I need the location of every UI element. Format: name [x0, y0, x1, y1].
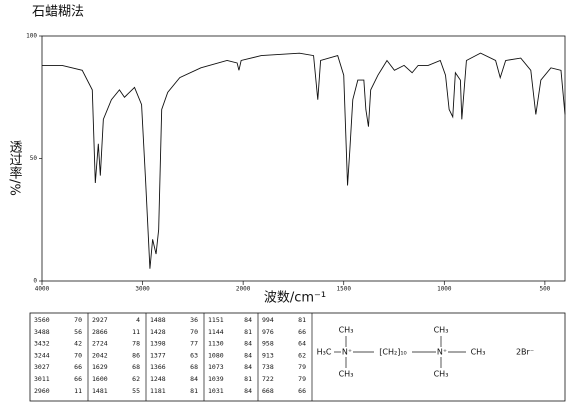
peak-wavenumber: 1377 — [150, 351, 166, 359]
plot-frame — [41, 35, 566, 282]
peak-transmittance: 68 — [132, 363, 140, 371]
structure-label: CH₃ — [434, 370, 449, 379]
peak-transmittance: 81 — [244, 375, 252, 383]
peak-wavenumber: 3011 — [34, 375, 50, 383]
structure-label: [CH₂]₁₀ — [379, 348, 406, 357]
peak-transmittance: 84 — [190, 375, 198, 383]
peak-transmittance: 64 — [298, 340, 306, 348]
peak-transmittance: 66 — [298, 387, 306, 395]
peak-wavenumber: 722 — [262, 375, 274, 383]
table-frame — [29, 312, 566, 402]
peak-transmittance: 36 — [190, 316, 198, 324]
structure-label: CH₃ — [434, 326, 449, 335]
peak-wavenumber: 1488 — [150, 316, 166, 324]
peak-wavenumber: 1073 — [208, 363, 224, 371]
peak-transmittance: 84 — [244, 316, 252, 324]
peak-wavenumber: 1144 — [208, 328, 224, 336]
peak-transmittance: 63 — [190, 351, 198, 359]
peak-transmittance: 79 — [298, 363, 306, 371]
peak-transmittance: 4 — [136, 316, 140, 324]
peak-transmittance: 68 — [190, 363, 198, 371]
peak-transmittance: 77 — [190, 340, 198, 348]
peak-wavenumber: 958 — [262, 340, 274, 348]
peak-transmittance: 66 — [74, 363, 82, 371]
peak-wavenumber: 2724 — [92, 340, 108, 348]
peak-transmittance: 84 — [244, 340, 252, 348]
peak-wavenumber: 1039 — [208, 375, 224, 383]
peak-wavenumber: 1248 — [150, 375, 166, 383]
structure-label: CH₃ — [339, 326, 354, 335]
peak-transmittance: 70 — [74, 316, 82, 324]
y-tick-label: 50 — [30, 155, 38, 162]
peak-transmittance: 84 — [244, 363, 252, 371]
x-tick-label: 1500 — [337, 286, 352, 293]
peak-wavenumber: 1151 — [208, 316, 224, 324]
peak-transmittance: 62 — [132, 375, 140, 383]
peak-wavenumber: 3027 — [34, 363, 50, 371]
peak-transmittance: 79 — [298, 375, 306, 383]
peak-wavenumber: 1481 — [92, 387, 108, 395]
peak-transmittance: 81 — [244, 328, 252, 336]
structure-label: N⁺ — [342, 348, 352, 357]
peak-transmittance: 66 — [298, 328, 306, 336]
peak-transmittance: 78 — [132, 340, 140, 348]
peak-transmittance: 70 — [190, 328, 198, 336]
structure-label: CH₃ — [339, 370, 354, 379]
structure-label: H₃C — [317, 348, 332, 357]
chart-title: 石蜡糊法 — [32, 4, 84, 20]
peak-transmittance: 84 — [244, 351, 252, 359]
peak-wavenumber: 1080 — [208, 351, 224, 359]
peak-wavenumber: 2960 — [34, 387, 50, 395]
peak-transmittance: 86 — [132, 351, 140, 359]
peak-wavenumber: 2927 — [92, 316, 108, 324]
y-tick-label: 100 — [26, 33, 37, 40]
x-tick-label: 3000 — [135, 286, 150, 293]
y-tick-label: 0 — [33, 278, 37, 285]
peak-transmittance: 81 — [190, 387, 198, 395]
peak-wavenumber: 1130 — [208, 340, 224, 348]
peak-transmittance: 70 — [74, 351, 82, 359]
peak-wavenumber: 1428 — [150, 328, 166, 336]
structure-label: 2Br⁻ — [516, 348, 534, 357]
peak-wavenumber: 3560 — [34, 316, 50, 324]
peak-transmittance: 81 — [298, 316, 306, 324]
structure: CH₃ H₃C N⁺ CH₃ [CH₂]₁₀ CH₃ N⁺ CH₃ CH₃ 2Br⁻ — [317, 326, 534, 379]
peak-transmittance: 11 — [132, 328, 140, 336]
peak-wavenumber: 3244 — [34, 351, 50, 359]
peak-wavenumber: 1181 — [150, 387, 166, 395]
spectrum-line — [42, 52, 566, 269]
peak-wavenumber: 3488 — [34, 328, 50, 336]
x-tick-label: 4000 — [35, 286, 50, 293]
x-tick-label: 2000 — [236, 286, 251, 293]
peak-wavenumber: 1629 — [92, 363, 108, 371]
peak-wavenumber: 1366 — [150, 363, 166, 371]
peak-wavenumber: 1600 — [92, 375, 108, 383]
peak-transmittance: 55 — [132, 387, 140, 395]
peak-transmittance: 42 — [74, 340, 82, 348]
peak-wavenumber: 994 — [262, 316, 274, 324]
y-axis-label: 透过率/% — [7, 140, 23, 196]
peak-transmittance: 62 — [298, 351, 306, 359]
peak-transmittance: 11 — [74, 387, 82, 395]
peak-wavenumber: 976 — [262, 328, 274, 336]
structure-label: N⁺ — [437, 348, 447, 357]
structure-label: CH₃ — [471, 348, 486, 357]
peak-wavenumber: 738 — [262, 363, 274, 371]
peak-wavenumber: 2042 — [92, 351, 108, 359]
peak-wavenumber: 1031 — [208, 387, 224, 395]
peak-wavenumber: 3432 — [34, 340, 50, 348]
peak-wavenumber: 1398 — [150, 340, 166, 348]
x-tick-label: 1000 — [437, 286, 452, 293]
x-axis-label: 波数/cm⁻¹ — [264, 291, 326, 306]
peak-transmittance: 66 — [74, 375, 82, 383]
x-tick-label: 500 — [539, 286, 550, 293]
peak-transmittance: 56 — [74, 328, 82, 336]
peak-transmittance: 84 — [244, 387, 252, 395]
peak-wavenumber: 2866 — [92, 328, 108, 336]
peak-wavenumber: 913 — [262, 351, 274, 359]
peak-wavenumber: 668 — [262, 387, 274, 395]
